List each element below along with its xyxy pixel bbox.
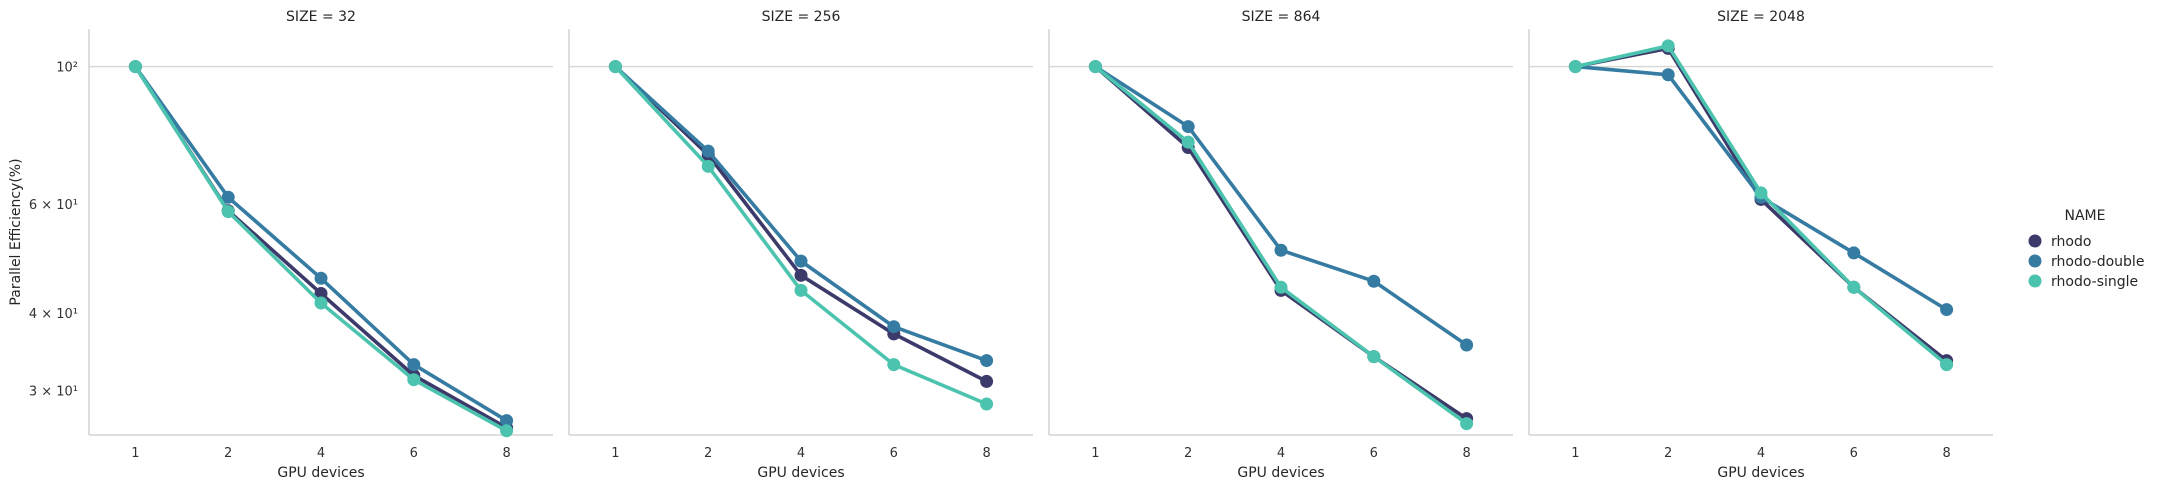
data-point-rhodo — [794, 268, 808, 282]
data-point-rhodo-double — [887, 320, 901, 334]
x-axis-label: GPU devices — [757, 465, 844, 481]
x-tick-label: 8 — [1462, 446, 1470, 461]
x-tick-label: 6 — [890, 446, 898, 461]
data-point-rhodo-double — [407, 358, 421, 372]
data-point-rhodo-double — [1367, 274, 1381, 288]
x-tick-label: 2 — [224, 446, 232, 461]
data-point-rhodo-double — [1274, 243, 1288, 257]
x-axis-label: GPU devices — [277, 465, 364, 481]
series-line-rhodo — [613, 64, 989, 384]
data-point-rhodo-single — [1661, 39, 1675, 53]
legend-marker-rhodo-double — [2028, 254, 2042, 268]
y-axis-label: Parallel Efficiency(%) — [8, 158, 24, 305]
data-point-rhodo-single — [1088, 60, 1102, 74]
data-point-rhodo-double — [1181, 120, 1195, 134]
x-tick-label: 6 — [410, 446, 418, 461]
x-tick-label: 8 — [502, 446, 510, 461]
series-line-rhodo-single — [133, 64, 509, 433]
data-point-rhodo-single — [1460, 417, 1474, 431]
x-tick-label: 2 — [1184, 446, 1192, 461]
x-tick-label: 6 — [1850, 446, 1858, 461]
legend-label: rhodo — [2051, 234, 2091, 250]
data-point-rhodo-double — [980, 354, 994, 368]
panel-2: SIZE = 256 1 2 4 6 8 GPU devices — [568, 9, 1033, 481]
x-tick-label: 4 — [1277, 446, 1285, 461]
data-point-rhodo-single — [1568, 60, 1582, 74]
x-axis-label: GPU devices — [1237, 465, 1324, 481]
data-point-rhodo-double — [314, 271, 328, 285]
x-tick-label: 1 — [1571, 446, 1579, 461]
data-point-rhodo-single — [128, 60, 142, 74]
legend: NAME rhodo rhodo-double rhodo-single — [2028, 208, 2144, 290]
panel-title: SIZE = 2048 — [1717, 9, 1805, 25]
x-axis-label: GPU devices — [1717, 465, 1804, 481]
data-point-rhodo-single — [314, 296, 328, 310]
data-point-rhodo-single — [1367, 350, 1381, 364]
data-point-rhodo-double — [794, 254, 808, 268]
data-point-rhodo-single — [1847, 280, 1861, 294]
data-point-rhodo-double — [701, 144, 715, 158]
data-point-rhodo — [980, 374, 994, 388]
panel-1: SIZE = 32 1 2 4 6 8 GPU devices 3 × 10¹ 4 × 10¹ 6… — [29, 9, 553, 481]
data-point-rhodo-double — [500, 414, 514, 428]
x-tick-label: 1 — [1091, 446, 1099, 461]
data-point-rhodo-single — [887, 358, 901, 372]
x-tick-label: 8 — [982, 446, 990, 461]
data-point-rhodo — [314, 286, 328, 300]
y-tick-label: 3 × 10¹ — [29, 384, 78, 399]
y-tick-label: 10² — [56, 61, 78, 76]
series-line-rhodo — [133, 64, 509, 430]
x-tick-label: 4 — [797, 446, 805, 461]
x-tick-label: 4 — [317, 446, 325, 461]
data-point-rhodo-single — [980, 397, 994, 411]
legend-label: rhodo-double — [2051, 254, 2144, 270]
panel-title: SIZE = 256 — [762, 9, 841, 25]
data-point-rhodo-single — [407, 373, 421, 387]
x-tick-label: 1 — [131, 446, 139, 461]
series-line-rhodo-double — [613, 64, 989, 363]
data-point-rhodo-double — [221, 190, 235, 204]
series-line-rhodo — [1093, 64, 1469, 421]
data-point-rhodo-double — [1847, 246, 1861, 260]
data-point-rhodo-double — [1940, 303, 1954, 317]
x-tick-label: 1 — [611, 446, 619, 461]
panel-3: SIZE = 864 1 2 4 6 8 GPU devices — [1048, 9, 1513, 481]
series-line-rhodo-double — [133, 64, 509, 423]
legend-label: rhodo-single — [2051, 274, 2138, 290]
legend-marker-rhodo — [2028, 234, 2042, 248]
legend-title: NAME — [2065, 208, 2106, 224]
data-point-rhodo-single — [221, 205, 235, 219]
data-point-rhodo-single — [701, 159, 715, 173]
data-point-rhodo-single — [1754, 186, 1768, 200]
data-point-rhodo-single — [608, 60, 622, 74]
data-point-rhodo-single — [794, 283, 808, 297]
series-line-rhodo-double — [1093, 64, 1469, 347]
y-tick-label: 4 × 10¹ — [29, 307, 78, 322]
data-point-rhodo-double — [1460, 338, 1474, 352]
data-point-rhodo-single — [1181, 135, 1195, 149]
x-tick-label: 4 — [1757, 446, 1765, 461]
data-point-rhodo-single — [500, 424, 514, 438]
data-point-rhodo-double — [1661, 68, 1675, 82]
panel-title: SIZE = 32 — [286, 9, 356, 25]
legend-marker-rhodo-single — [2028, 274, 2042, 288]
x-tick-label: 2 — [704, 446, 712, 461]
x-tick-label: 2 — [1664, 446, 1672, 461]
y-tick-label: 6 × 10¹ — [29, 198, 78, 213]
panel-4: SIZE = 2048 1 2 4 6 8 GPU devices — [1528, 9, 1993, 481]
data-point-rhodo-single — [1274, 280, 1288, 294]
data-point-rhodo-single — [1940, 358, 1954, 372]
x-tick-label: 8 — [1942, 446, 1950, 461]
panel-title: SIZE = 864 — [1242, 9, 1321, 25]
x-tick-label: 6 — [1370, 446, 1378, 461]
